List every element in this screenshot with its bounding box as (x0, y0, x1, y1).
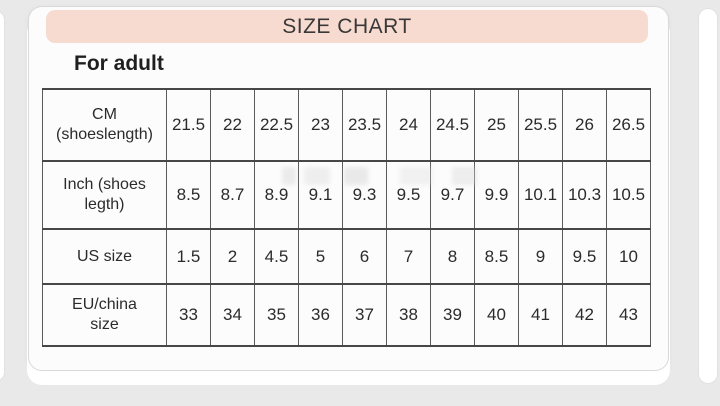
table-cell: 25 (474, 88, 519, 162)
table-cell: 9.3 (342, 160, 387, 230)
table-cell: 23.5 (342, 88, 387, 162)
table-cell: 42 (562, 283, 607, 347)
table-cell: 10 (606, 228, 651, 285)
table-cell: 8.5 (166, 160, 211, 230)
table-cell: 23 (298, 88, 343, 162)
table-cell: 41 (518, 283, 563, 347)
table-cell: 39 (430, 283, 475, 347)
table-cell: 5 (298, 228, 343, 285)
table-cell: 22.5 (254, 88, 299, 162)
table-cell: 9.9 (474, 160, 519, 230)
table-cell: 22 (210, 88, 255, 162)
row-label-line: size (90, 316, 119, 333)
right-card-edge (698, 8, 718, 384)
table-cell: 9 (518, 228, 563, 285)
table-cell: 40 (474, 283, 519, 347)
row-label-cm: CM (shoeslength) (42, 88, 167, 162)
table-row-inch: Inch (shoes legth) 8.5 8.7 8.9 9.1 9.3 9… (42, 160, 651, 230)
table-cell: 9.5 (562, 228, 607, 285)
left-card-edge (0, 10, 5, 382)
row-label-inch: Inch (shoes legth) (42, 160, 167, 230)
table-cell: 8.7 (210, 160, 255, 230)
table-cell: 9.1 (298, 160, 343, 230)
table-cell: 36 (298, 283, 343, 347)
table-cell: 2 (210, 228, 255, 285)
table-cell: 21.5 (166, 88, 211, 162)
table-cell: 38 (386, 283, 431, 347)
row-label-line: CM (92, 106, 117, 123)
table-cell: 7 (386, 228, 431, 285)
table-cell: 10.5 (606, 160, 651, 230)
row-label-line: US size (76, 247, 133, 265)
table-cell: 35 (254, 283, 299, 347)
row-label-line: EU/china (72, 296, 137, 313)
table-row-eu: EU/china size 33 34 35 36 37 38 39 40 41… (42, 283, 651, 347)
table-cell: 26 (562, 88, 607, 162)
table-cell: 37 (342, 283, 387, 347)
table-cell: 24.5 (430, 88, 475, 162)
size-chart-title: SIZE CHART (282, 14, 412, 38)
table-cell: 1.5 (166, 228, 211, 285)
table-cell: 10.3 (562, 160, 607, 230)
table-cell: 26.5 (606, 88, 651, 162)
table-row-us: US size 1.5 2 4.5 5 6 7 8 8.5 9 9.5 10 (42, 228, 651, 285)
row-label-line: legth) (84, 196, 125, 213)
table-cell: 24 (386, 88, 431, 162)
table-cell: 33 (166, 283, 211, 347)
table-cell: 8.9 (254, 160, 299, 230)
table-cell: 43 (606, 283, 651, 347)
size-table: CM (shoeslength) 21.5 22 22.5 23 23.5 24… (42, 88, 651, 347)
row-label-line: Inch (shoes (63, 176, 146, 193)
row-label-line: (shoeslength) (56, 126, 153, 143)
table-cell: 25.5 (518, 88, 563, 162)
size-chart-title-banner: SIZE CHART (46, 10, 648, 43)
row-label-us: US size (42, 228, 167, 285)
table-cell: 8.5 (474, 228, 519, 285)
table-cell: 9.7 (430, 160, 475, 230)
table-cell: 34 (210, 283, 255, 347)
table-cell: 9.5 (386, 160, 431, 230)
table-row-cm: CM (shoeslength) 21.5 22 22.5 23 23.5 24… (42, 88, 651, 162)
table-cell: 10.1 (518, 160, 563, 230)
row-label-eu: EU/china size (42, 283, 167, 347)
section-heading: For adult (74, 52, 164, 75)
table-cell: 4.5 (254, 228, 299, 285)
table-cell: 6 (342, 228, 387, 285)
table-cell: 8 (430, 228, 475, 285)
